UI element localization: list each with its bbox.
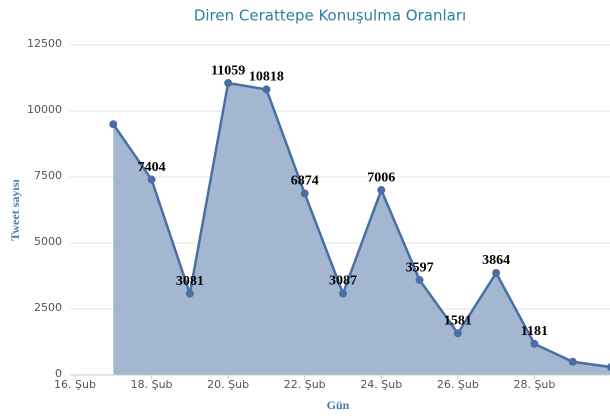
x-tick-label: 22. Şub	[284, 378, 326, 391]
data-label: 3081	[176, 274, 204, 289]
y-tick-label: 10000	[27, 103, 62, 116]
x-tick-label: 24. Şub	[360, 378, 402, 391]
y-axis-label: Tweet sayısı	[8, 179, 22, 241]
y-tick-label: 7500	[34, 169, 62, 182]
x-tick-label: 18. Şub	[131, 378, 173, 391]
point	[300, 189, 309, 198]
data-label: 10818	[249, 70, 284, 85]
data-label: 3597	[406, 260, 434, 275]
x-axis-label: Gün	[327, 398, 350, 412]
data-label: 3087	[329, 274, 357, 289]
data-label: 11059	[211, 63, 245, 78]
data-label: 7006	[367, 170, 395, 185]
point	[185, 289, 194, 298]
data-label: 3864	[482, 253, 510, 268]
point	[377, 186, 386, 195]
y-tick-label: 12500	[27, 37, 62, 50]
x-tick-label: 26. Şub	[437, 378, 479, 391]
data-label: 6874	[291, 174, 319, 189]
data-label: 1581	[444, 313, 472, 328]
y-tick-label: 0	[55, 367, 62, 380]
y-tick-label: 5000	[34, 235, 62, 248]
point	[109, 120, 118, 129]
point	[568, 357, 577, 366]
line	[112, 81, 610, 369]
point	[453, 329, 462, 338]
data-label: 1181	[521, 324, 548, 339]
point	[262, 85, 271, 94]
point	[530, 339, 539, 348]
point	[492, 268, 501, 277]
y-tick-label: 2500	[34, 301, 62, 314]
point	[224, 79, 233, 88]
chart-title: Diren Cerattepe Konuşulma Oranları	[194, 7, 466, 25]
point	[607, 363, 610, 371]
data-label: 7404	[138, 160, 166, 175]
x-tick-label: 28. Şub	[513, 378, 555, 391]
area	[113, 83, 610, 375]
x-tick-label: 20. Şub	[207, 378, 249, 391]
point	[339, 289, 347, 298]
point	[415, 276, 424, 285]
point	[147, 175, 156, 184]
x-tick-label: 16. Şub	[54, 378, 96, 391]
